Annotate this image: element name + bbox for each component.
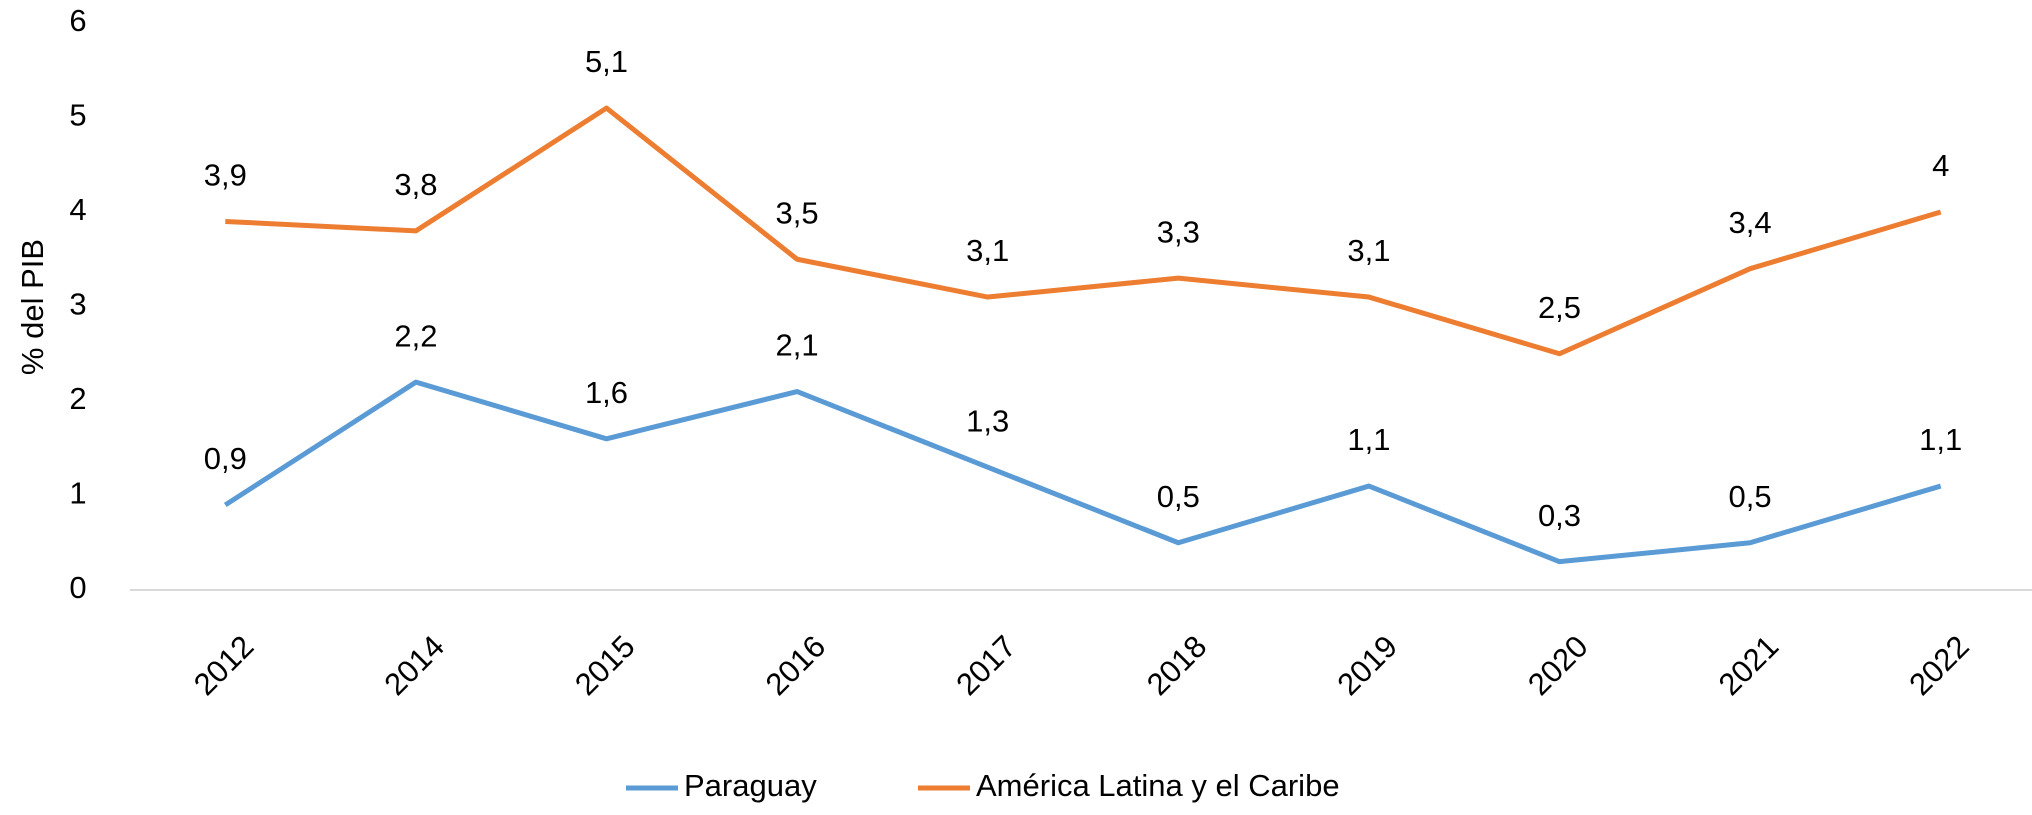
- data-label: 2,2: [394, 318, 437, 353]
- legend-label: América Latina y el Caribe: [976, 768, 1340, 803]
- data-label: 5,1: [585, 44, 628, 79]
- data-label: 2,5: [1538, 290, 1581, 325]
- y-axis-title: % del PIB: [15, 239, 50, 375]
- x-tick-label: 2015: [568, 629, 642, 703]
- series-line: [225, 105, 1942, 357]
- y-tick-label: 0: [69, 570, 86, 605]
- y-tick-label: 1: [69, 476, 86, 511]
- data-label: 1,1: [1347, 422, 1390, 457]
- y-tick-label: 3: [69, 287, 86, 322]
- data-label: 2,1: [776, 328, 819, 363]
- x-tick-label: 2014: [378, 629, 452, 703]
- x-tick-label: 2020: [1521, 629, 1595, 703]
- data-label: 0,9: [204, 441, 247, 476]
- data-label: 3,1: [1347, 233, 1390, 268]
- series-line: [223, 379, 1942, 565]
- data-label: 3,9: [204, 158, 247, 193]
- y-tick-label: 5: [69, 98, 86, 133]
- data-label: 3,5: [776, 195, 819, 230]
- data-label: 3,4: [1729, 205, 1772, 240]
- data-label: 3,1: [966, 233, 1009, 268]
- data-label: 4: [1932, 148, 1949, 183]
- data-label: 3,8: [394, 167, 437, 202]
- x-tick-label: 2012: [187, 629, 261, 703]
- x-tick-label: 2019: [1331, 629, 1405, 703]
- data-label: 3,3: [1157, 214, 1200, 249]
- y-tick-label: 2: [69, 381, 86, 416]
- data-label: 1,1: [1919, 422, 1962, 457]
- y-tick-label: 4: [69, 192, 86, 227]
- x-tick-label: 2018: [1140, 629, 1214, 703]
- data-label: 1,6: [585, 375, 628, 410]
- legend-label: Paraguay: [684, 768, 817, 803]
- data-label: 0,5: [1157, 479, 1200, 514]
- x-tick-label: 2017: [949, 629, 1023, 703]
- x-tick-label: 2022: [1902, 629, 1976, 703]
- data-label: 0,5: [1729, 479, 1772, 514]
- x-tick-label: 2021: [1712, 629, 1786, 703]
- x-tick-label: 2016: [759, 629, 833, 703]
- y-tick-label: 6: [69, 3, 86, 38]
- data-label: 1,3: [966, 403, 1009, 438]
- data-label: 0,3: [1538, 498, 1581, 533]
